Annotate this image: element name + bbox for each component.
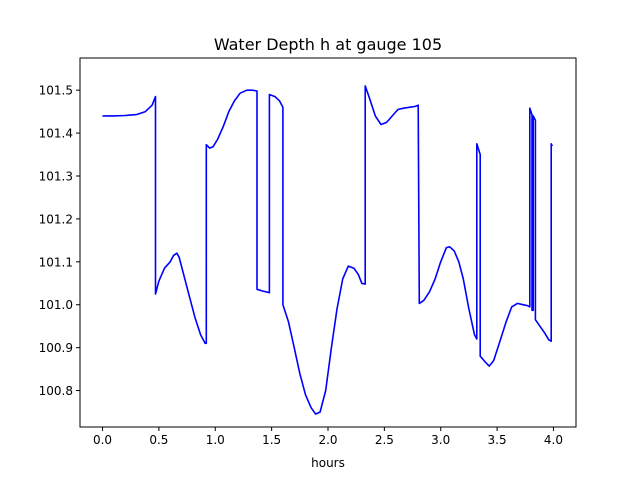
y-axis-ticks: 100.8 100.9 101.0 101.1 101.2 101.3 101.4 101.5 xyxy=(39,84,80,398)
y-tick-label: 101.1 xyxy=(39,255,73,269)
x-tick-label: 1.0 xyxy=(206,433,225,447)
plot-frame xyxy=(79,57,577,428)
y-tick-label: 101.2 xyxy=(39,212,73,226)
x-tick-label: 1.5 xyxy=(262,433,281,447)
x-tick-label: 2.0 xyxy=(318,433,337,447)
x-axis-label: hours xyxy=(311,456,345,470)
y-tick-label: 101.3 xyxy=(39,169,73,183)
x-tick-label: 0.0 xyxy=(93,433,112,447)
x-tick-label: 3.0 xyxy=(431,433,450,447)
y-tick-label: 101.5 xyxy=(39,84,73,98)
y-tick-label: 101.0 xyxy=(39,298,73,312)
x-axis-ticks: 0.0 0.5 1.0 1.5 2.0 2.5 3.0 3.5 4.0 xyxy=(93,427,563,447)
x-tick-label: 3.5 xyxy=(488,433,507,447)
series-line xyxy=(102,85,554,415)
x-tick-label: 2.5 xyxy=(375,433,394,447)
chart-title: Water Depth h at gauge 105 xyxy=(214,35,442,54)
y-tick-label: 100.8 xyxy=(39,384,73,398)
y-tick-label: 101.4 xyxy=(39,127,73,141)
y-tick-label: 100.9 xyxy=(39,341,73,355)
plot-series xyxy=(102,85,554,415)
x-tick-label: 4.0 xyxy=(544,433,563,447)
x-tick-label: 0.5 xyxy=(149,433,168,447)
